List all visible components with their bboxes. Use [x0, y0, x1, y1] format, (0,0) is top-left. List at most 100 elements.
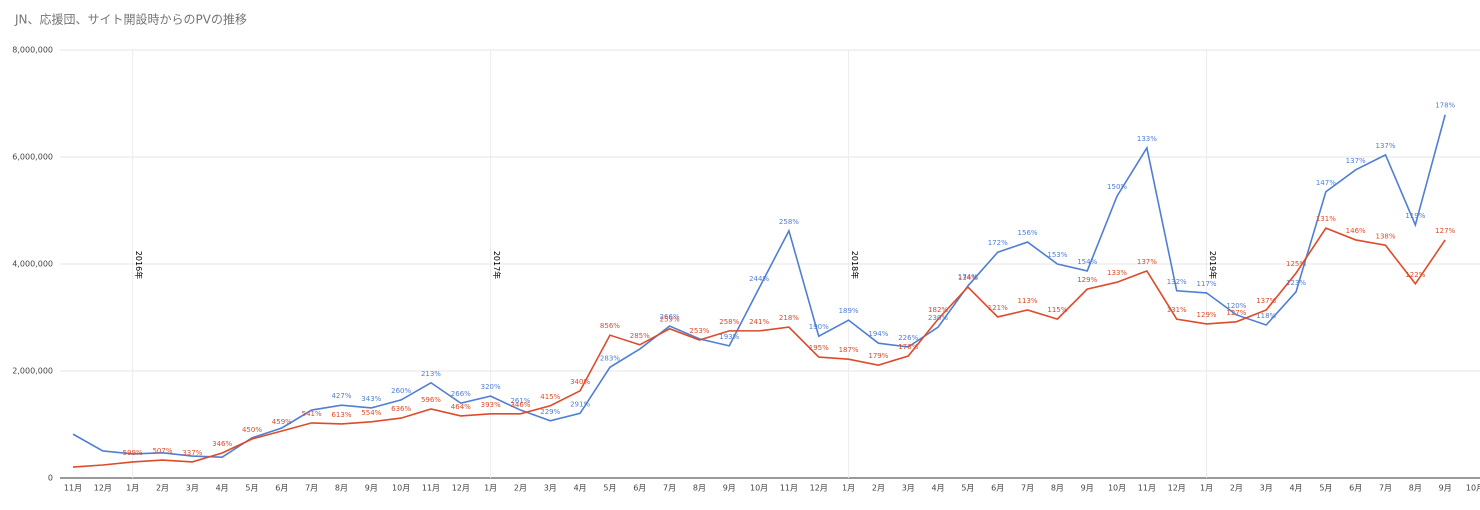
- data-label: 636%: [391, 405, 411, 413]
- data-label: 253%: [689, 327, 709, 335]
- y-tick-label: 0: [48, 474, 53, 483]
- data-label: 258%: [779, 218, 799, 226]
- x-tick-label: 2月: [1230, 484, 1243, 493]
- x-tick-label: 7月: [1021, 484, 1034, 493]
- data-label: 172%: [988, 239, 1008, 247]
- x-tick-label: 2月: [156, 484, 169, 493]
- data-label: 320%: [481, 383, 501, 391]
- x-tick-label: 3月: [544, 484, 557, 493]
- data-label: 190%: [809, 323, 829, 331]
- x-tick-label: 9月: [1439, 484, 1452, 493]
- data-label: 415%: [540, 393, 560, 401]
- data-label: 137%: [1137, 258, 1157, 266]
- data-label: 132%: [1167, 278, 1187, 286]
- y-tick-label: 8,000,000: [12, 46, 53, 55]
- x-tick-label: 2月: [514, 484, 527, 493]
- x-tick-label: 4月: [574, 484, 587, 493]
- x-tick-label: 7月: [663, 484, 676, 493]
- data-label: 856%: [600, 322, 620, 330]
- x-tick-label: 6月: [1349, 484, 1362, 493]
- data-label: 285%: [630, 332, 650, 340]
- data-label: 133%: [1137, 135, 1157, 143]
- series-line: [72, 114, 1446, 458]
- x-tick-label: 10月: [750, 484, 768, 493]
- data-label: 340%: [570, 378, 590, 386]
- data-label: 134%: [958, 274, 978, 282]
- data-label: 138%: [1376, 232, 1396, 240]
- year-annotation: 2018年: [850, 251, 860, 279]
- x-tick-label: 4月: [216, 484, 229, 493]
- data-label: 118%: [1256, 312, 1276, 320]
- data-label: 337%: [182, 449, 202, 457]
- data-label: 554%: [361, 409, 381, 417]
- data-label: 146%: [1346, 227, 1366, 235]
- data-label: 244%: [749, 275, 769, 283]
- data-label: 194%: [868, 330, 888, 338]
- data-label: 127%: [1226, 309, 1246, 317]
- data-label: 179%: [868, 352, 888, 360]
- data-label: 187%: [839, 346, 859, 354]
- x-tick-label: 11月: [64, 484, 82, 493]
- data-label: 346%: [510, 401, 530, 409]
- data-label: 195%: [809, 344, 829, 352]
- x-tick-label: 6月: [275, 484, 288, 493]
- x-tick-label: 12月: [94, 484, 112, 493]
- data-label: 129%: [1077, 276, 1097, 284]
- data-label: 127%: [1435, 227, 1455, 235]
- x-tick-label: 7月: [1379, 484, 1392, 493]
- data-label: 291%: [570, 400, 590, 408]
- data-label: 258%: [719, 318, 739, 326]
- x-tick-label: 9月: [1081, 484, 1094, 493]
- x-tick-label: 7月: [305, 484, 318, 493]
- data-label: 393%: [481, 401, 501, 409]
- chart-title: JN、応援団、サイト開設時からのPVの推移: [14, 12, 247, 27]
- data-label: 123%: [1286, 279, 1306, 287]
- year-annotation: 2016年: [134, 251, 144, 279]
- data-label: 613%: [331, 411, 351, 419]
- data-label: 266%: [451, 390, 471, 398]
- series-line: [72, 227, 1446, 468]
- data-label: 346%: [212, 440, 232, 448]
- data-label: 193%: [719, 333, 739, 341]
- data-label: 174%: [958, 273, 978, 281]
- data-label: 507%: [152, 447, 172, 455]
- data-label: 450%: [242, 426, 262, 434]
- x-tick-label: 4月: [1289, 484, 1302, 493]
- data-label: 283%: [600, 354, 620, 362]
- data-label: 259%: [660, 316, 680, 324]
- data-label: 147%: [1316, 179, 1336, 187]
- data-label: 133%: [1107, 269, 1127, 277]
- x-tick-label: 3月: [902, 484, 915, 493]
- x-tick-label: 4月: [932, 484, 945, 493]
- year-annotation: 2017年: [492, 251, 502, 279]
- x-tick-label: 5月: [1319, 484, 1332, 493]
- data-label: 182%: [928, 306, 948, 314]
- data-label: 260%: [391, 387, 411, 395]
- data-label: 229%: [540, 408, 560, 416]
- data-label: 459%: [272, 418, 292, 426]
- x-tick-label: 10月: [392, 484, 410, 493]
- y-tick-label: 2,000,000: [12, 367, 53, 376]
- data-label: 218%: [779, 314, 799, 322]
- x-tick-label: 11月: [1138, 484, 1156, 493]
- data-label: 176%: [898, 343, 918, 351]
- y-tick-label: 6,000,000: [12, 153, 53, 162]
- x-tick-label: 11月: [422, 484, 440, 493]
- x-tick-label: 12月: [1168, 484, 1186, 493]
- data-label: 156%: [1018, 229, 1038, 237]
- data-label: 121%: [988, 304, 1008, 312]
- data-label: 113%: [1018, 297, 1038, 305]
- data-label: 189%: [839, 307, 859, 315]
- data-label: 464%: [451, 403, 471, 411]
- x-tick-label: 1月: [484, 484, 497, 493]
- x-tick-label: 6月: [991, 484, 1004, 493]
- x-tick-label: 5月: [245, 484, 258, 493]
- data-label: 120%: [1226, 302, 1246, 310]
- x-tick-label: 9月: [365, 484, 378, 493]
- data-label: 137%: [1376, 142, 1396, 150]
- data-label: 122%: [1405, 271, 1425, 279]
- data-label: 266%: [660, 313, 680, 321]
- data-label: 154%: [1077, 258, 1097, 266]
- x-tick-label: 2月: [872, 484, 885, 493]
